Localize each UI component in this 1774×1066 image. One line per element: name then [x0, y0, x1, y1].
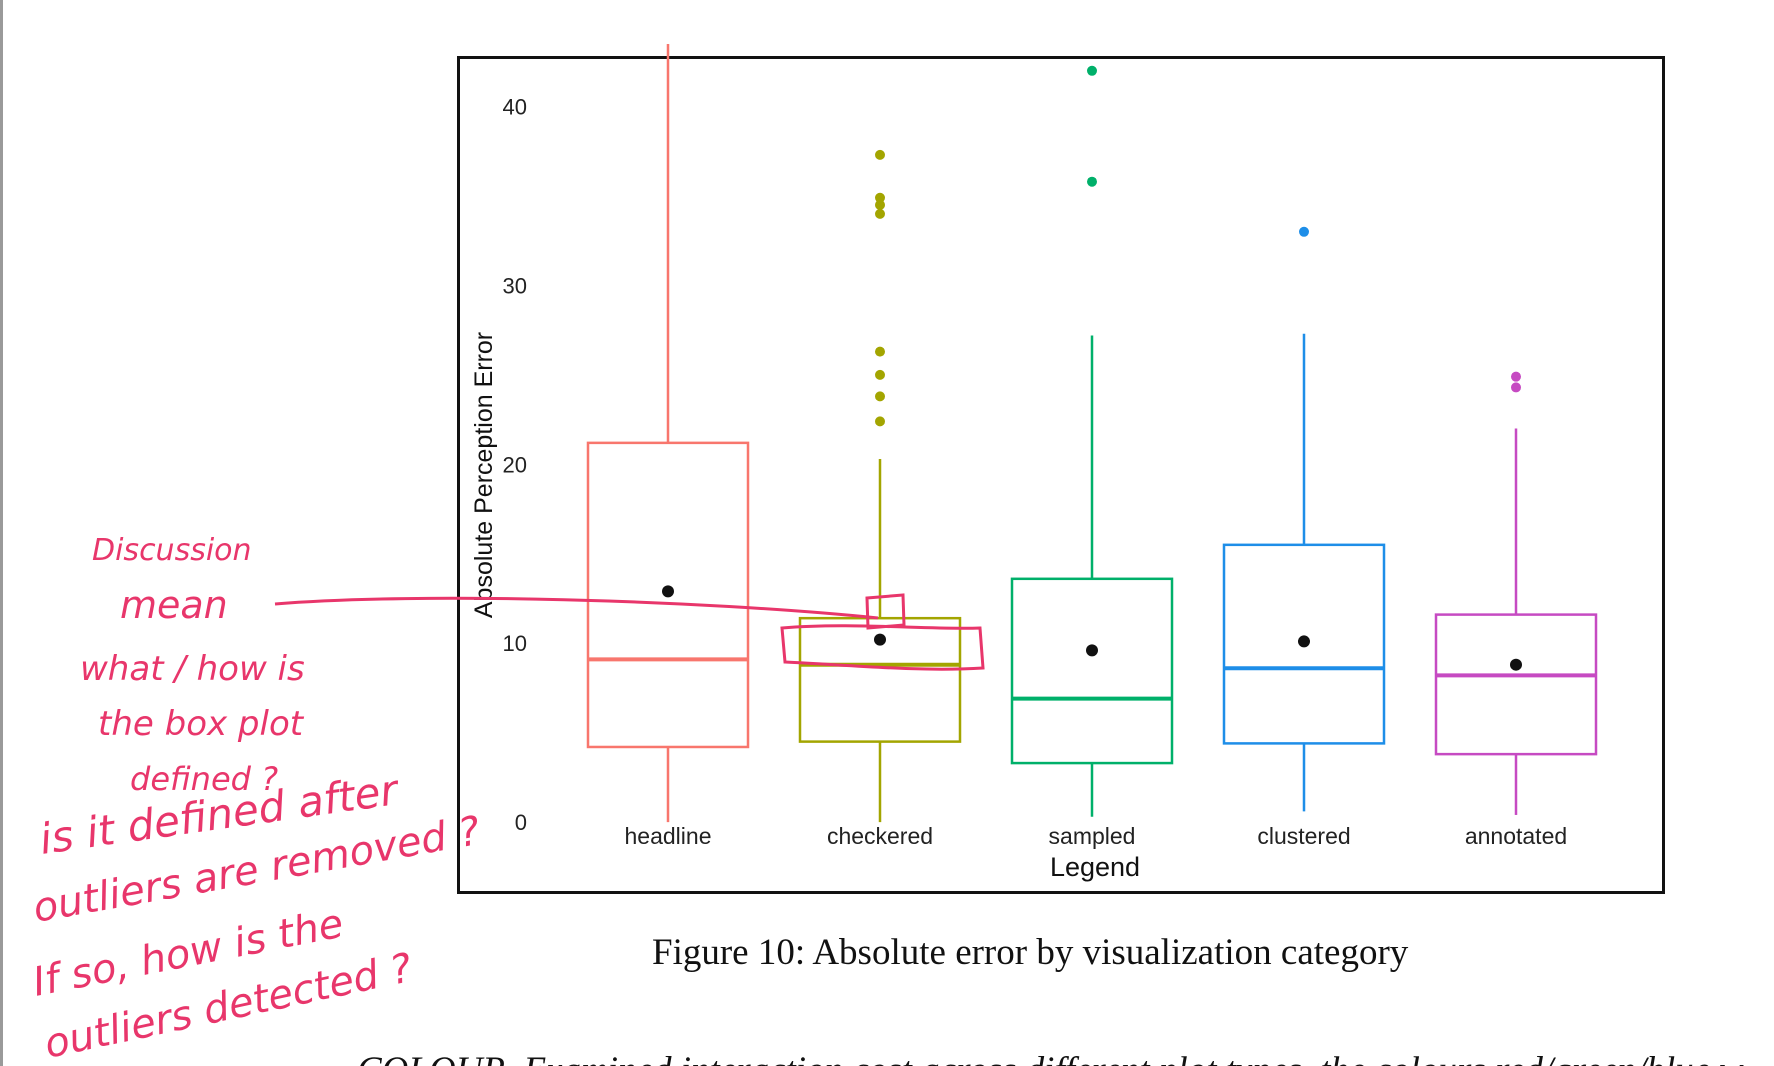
- outlier-point: [1511, 371, 1521, 382]
- outlier-point: [1299, 226, 1309, 237]
- x-category-label: clustered: [1257, 823, 1350, 849]
- y-tick-label: 40: [503, 95, 527, 120]
- outlier-point: [875, 391, 885, 402]
- body-text-line: COLOUR. Examined interaction cost across…: [357, 1050, 1744, 1066]
- x-category-label: headline: [625, 823, 712, 849]
- box-iqr: [1222, 543, 1386, 745]
- outlier-point: [875, 149, 885, 160]
- handwritten-annotation: Discussion mean what / how is the box pl…: [29, 533, 985, 1066]
- y-tick-label: 10: [503, 631, 527, 656]
- box-plot-series: [586, 43, 1598, 823]
- mean-marker: [874, 633, 886, 646]
- box-checkered: [798, 149, 962, 823]
- annotation-arrow-line: [274, 596, 879, 620]
- box-headline: [586, 43, 750, 823]
- x-axis-categories: headline checkered sampled clustered annotat…: [625, 823, 1568, 849]
- page-left-border: [0, 0, 3, 1066]
- y-tick-label: 0: [515, 810, 527, 835]
- mean-marker: [1298, 635, 1310, 648]
- box-clustered: [1222, 226, 1386, 812]
- box-iqr: [1434, 613, 1598, 756]
- box-annotated: [1434, 371, 1598, 815]
- outlier-point: [875, 192, 885, 203]
- outlier-point: [875, 416, 885, 427]
- x-category-label: sampled: [1049, 823, 1136, 849]
- annotation-line-2: what / how is: [80, 649, 305, 689]
- outlier-point: [875, 346, 885, 357]
- outlier-point: [1511, 382, 1521, 393]
- y-axis-title: Absolute Perception Error: [470, 332, 498, 618]
- y-tick-label: 20: [503, 452, 527, 477]
- y-tick-label: 30: [503, 273, 527, 298]
- annotation-line-1: mean: [120, 583, 228, 627]
- mean-marker: [662, 585, 674, 598]
- box-iqr: [1010, 577, 1174, 765]
- annotation-line-3: the box plot: [98, 704, 305, 744]
- x-category-label: annotated: [1465, 823, 1567, 849]
- x-category-label: checkered: [827, 823, 933, 849]
- mean-marker: [1510, 658, 1522, 671]
- annotation-mean-box: [865, 593, 906, 630]
- outlier-point: [875, 369, 885, 380]
- annotation-line-4: defined ?: [130, 760, 278, 798]
- outlier-point: [875, 199, 885, 210]
- box-iqr: [586, 441, 750, 749]
- outlier-point: [875, 208, 885, 219]
- annotation-top: Discussion: [92, 533, 252, 568]
- outlier-point: [1087, 65, 1097, 76]
- chart-frame: [457, 56, 1665, 894]
- x-axis-title: Legend: [1050, 852, 1140, 882]
- y-axis-ticks: 0 10 20 30 40: [503, 95, 527, 836]
- mean-marker: [1086, 644, 1098, 657]
- annotation-median-box: [780, 624, 985, 671]
- figure-caption: Figure 10: Absolute error by visualizati…: [652, 932, 1409, 973]
- box-iqr: [798, 616, 962, 743]
- box-sampled: [1010, 65, 1174, 817]
- outlier-point: [1087, 176, 1097, 187]
